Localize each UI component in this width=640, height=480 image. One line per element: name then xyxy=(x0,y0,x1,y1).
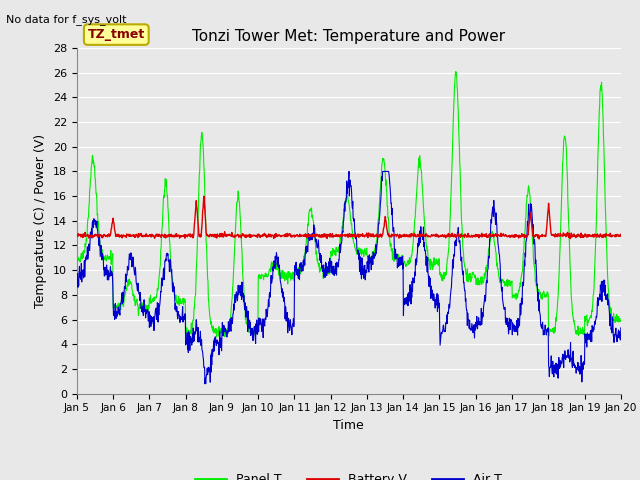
Title: Tonzi Tower Met: Temperature and Power: Tonzi Tower Met: Temperature and Power xyxy=(192,29,506,44)
Y-axis label: Temperature (C) / Power (V): Temperature (C) / Power (V) xyxy=(35,134,47,308)
X-axis label: Time: Time xyxy=(333,419,364,432)
Legend: Panel T, Battery V, Air T: Panel T, Battery V, Air T xyxy=(190,468,508,480)
Text: TZ_tmet: TZ_tmet xyxy=(88,28,145,41)
Text: No data for f_sys_volt: No data for f_sys_volt xyxy=(6,14,127,25)
